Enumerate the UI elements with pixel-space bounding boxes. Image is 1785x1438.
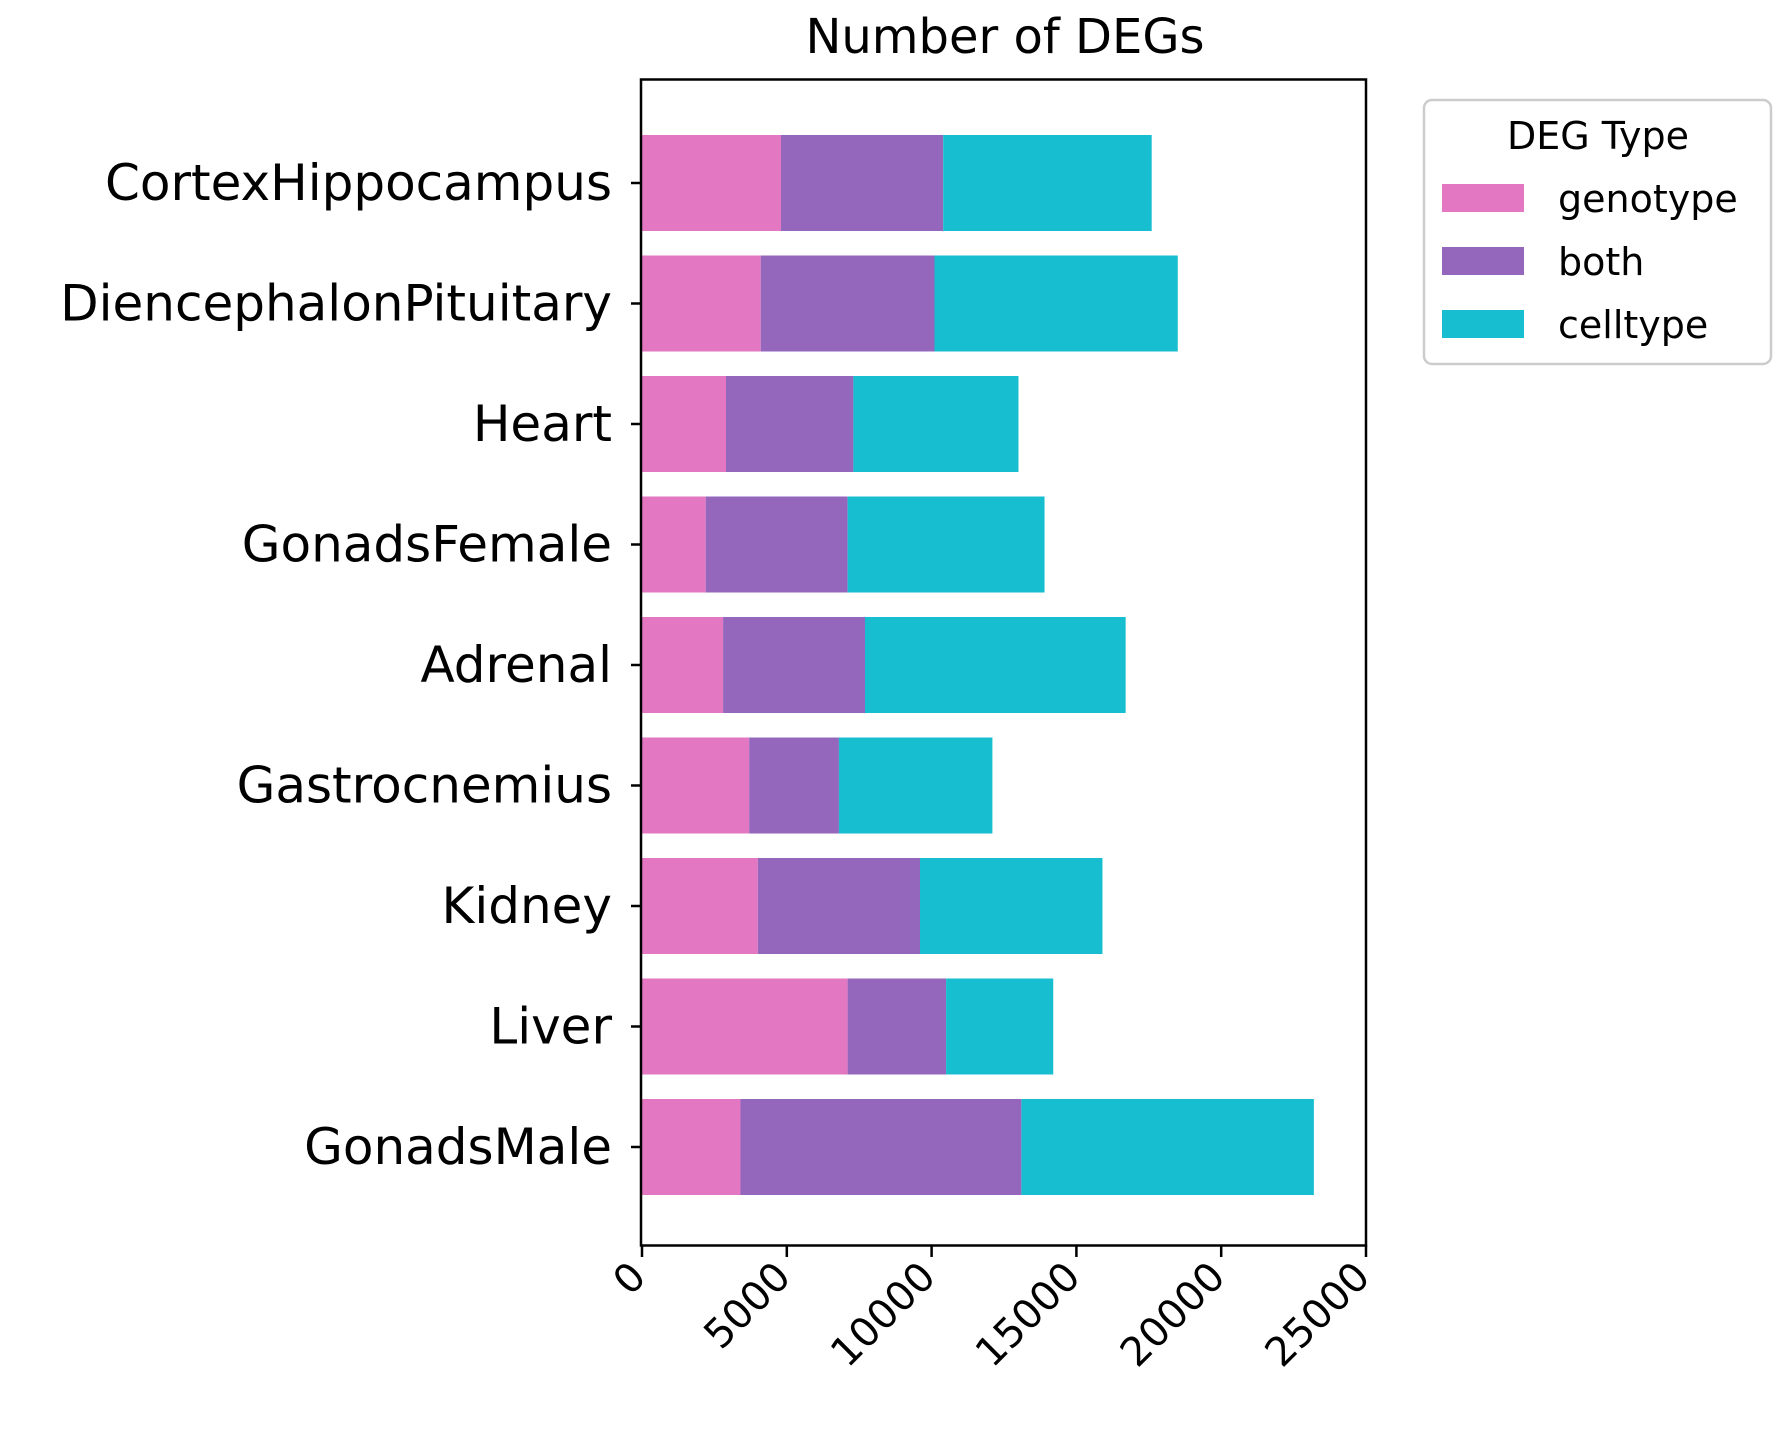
y-tick-label: GonadsMale <box>304 1118 612 1176</box>
bar-celltype-Adrenal <box>864 617 1126 713</box>
legend-label-genotype: genotype <box>1558 177 1738 221</box>
y-tick-label: Gastrocnemius <box>237 757 612 815</box>
legend-box <box>1422 98 1773 366</box>
bar-celltype-CortexHippocampus <box>943 135 1152 231</box>
y-tick-label: Adrenal <box>420 636 612 694</box>
bar-genotype-DiencephalonPituitary <box>642 255 761 352</box>
y-tick-label: Liver <box>489 998 612 1056</box>
x-tick-label: 20000 <box>1112 1254 1235 1377</box>
plot-frame <box>639 78 1368 1247</box>
y-axis: CortexHippocampus DiencephalonPituitary He… <box>60 154 642 1176</box>
bar-celltype-GonadsFemale <box>847 496 1045 593</box>
bar-both-Gastrocnemius <box>749 737 839 834</box>
legend-label-celltype: celltype <box>1558 303 1708 347</box>
y-tick-label: Kidney <box>442 877 612 935</box>
y-tick-label: Heart <box>473 395 612 453</box>
y-tick-label: GonadsFemale <box>242 516 612 574</box>
bar-celltype-DiencephalonPituitary <box>934 255 1178 352</box>
x-tick-label: 25000 <box>1257 1254 1380 1377</box>
legend-items: genotype both celltype <box>1442 177 1738 347</box>
bar-both-CortexHippocampus <box>781 135 944 231</box>
bars-group <box>642 135 1314 1195</box>
bar-both-Liver <box>847 978 947 1075</box>
bar-both-GonadsMale <box>740 1099 1022 1195</box>
legend-swatch-genotype <box>1442 184 1524 212</box>
bar-genotype-Kidney <box>642 858 758 954</box>
bar-genotype-GonadsMale <box>642 1099 741 1195</box>
bar-genotype-Liver <box>642 978 848 1075</box>
legend: DEG Type genotype both celltype <box>1422 98 1773 366</box>
bar-both-DiencephalonPituitary <box>760 255 935 352</box>
y-tick-label: DiencephalonPituitary <box>60 275 612 333</box>
bar-both-GonadsFemale <box>705 496 848 593</box>
legend-swatch-both <box>1442 247 1524 275</box>
legend-title: DEG Type <box>1507 114 1689 158</box>
bar-celltype-Heart <box>853 376 1019 472</box>
bar-genotype-GonadsFemale <box>642 496 706 593</box>
legend-swatch-celltype <box>1442 310 1524 338</box>
x-tick-label: 15000 <box>967 1254 1090 1377</box>
bar-celltype-Gastrocnemius <box>838 737 993 834</box>
bar-both-Heart <box>725 376 854 472</box>
bar-both-Kidney <box>757 858 921 954</box>
bar-genotype-Adrenal <box>642 617 724 713</box>
bar-celltype-GonadsMale <box>1021 1099 1314 1195</box>
chart-title: Number of DEGs <box>805 9 1204 65</box>
x-tick-label: 10000 <box>822 1254 945 1377</box>
legend-label-both: both <box>1558 240 1644 284</box>
bar-both-Adrenal <box>723 617 865 713</box>
bar-genotype-Gastrocnemius <box>642 737 750 834</box>
bar-genotype-CortexHippocampus <box>642 135 782 231</box>
x-axis: 0 5000 10000 15000 20000 25000 <box>605 1245 1380 1377</box>
x-tick-label: 5000 <box>695 1254 800 1359</box>
bar-celltype-Liver <box>946 978 1054 1075</box>
bar-celltype-Kidney <box>920 858 1103 954</box>
x-tick-label: 0 <box>605 1254 656 1305</box>
y-tick-label: CortexHippocampus <box>105 154 612 212</box>
bar-genotype-Heart <box>642 376 726 472</box>
